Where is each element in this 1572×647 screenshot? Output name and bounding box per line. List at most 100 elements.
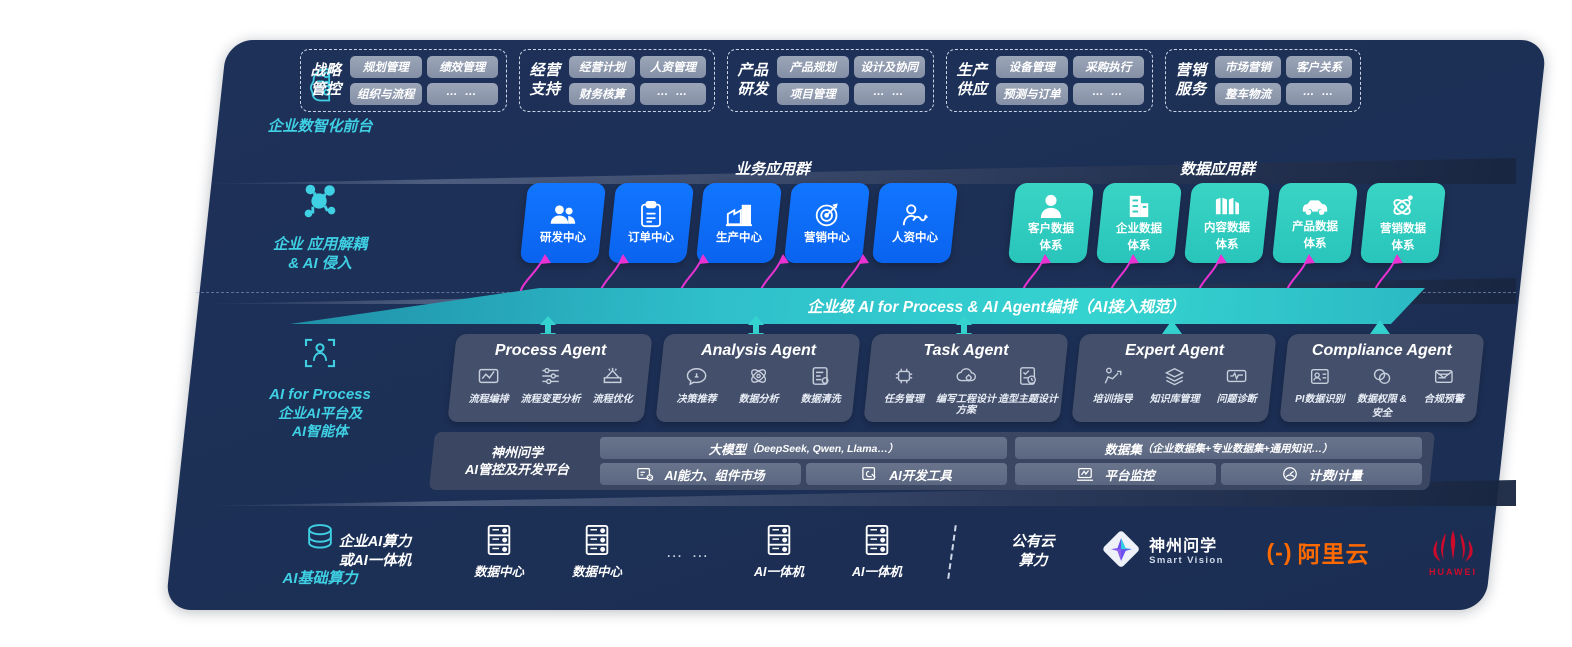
platform-right-column: 数据集 （企业数据集+专业数据集+通用知识…） 平台监控 计费/计量 (1015, 437, 1422, 485)
llm-bar[interactable]: 大模型 （DeepSeek, Qwen, Llama…） (600, 437, 1007, 459)
node-ai-appliance-1[interactable]: AI一体机 (730, 524, 828, 580)
enterprise-line2: 或AI一体机 (338, 553, 412, 569)
factory-icon (725, 202, 753, 228)
feature-label: 流程优化 (592, 394, 633, 405)
card-hr-center[interactable]: 人资中心 (871, 183, 959, 263)
agent-feature[interactable]: 决策推荐 (667, 366, 727, 405)
agent-feature[interactable]: 流程优化 (583, 366, 643, 405)
group-cell[interactable]: 市场营销 (1215, 55, 1281, 78)
speech-bulb-icon (686, 367, 708, 390)
group-cell-more[interactable]: … … (640, 82, 706, 105)
data-app-cards: 客户数据 体系 企业数据 体系 内容数据 体系 产品数据 体系 (1007, 183, 1447, 263)
agent-task[interactable]: Task Agent 任务管理 编写工程设计方案 造型主题设计 (863, 334, 1069, 422)
node-datacenter-2[interactable]: 数据中心 (548, 524, 646, 580)
group-cell[interactable]: 人资管理 (640, 55, 706, 78)
agent-feature[interactable]: 编写工程设计方案 (936, 366, 996, 416)
card-label-line1: 客户数据 (1028, 223, 1074, 235)
ai-platform-bar: 神州问学 AI管控及开发平台 大模型 （DeepSeek, Qwen, Llam… (428, 432, 1436, 490)
agent-feature[interactable]: 数据清洗 (791, 366, 851, 405)
feature-label: 合规预警 (1423, 394, 1464, 405)
card-production-center[interactable]: 生产中心 (695, 183, 783, 263)
card-content-data[interactable]: 内容数据 体系 (1183, 183, 1271, 263)
feature-label: 问题诊断 (1216, 394, 1257, 405)
group-cell[interactable]: 财务核算 (569, 82, 635, 105)
group-cell[interactable]: 规划管理 (350, 55, 422, 78)
group-cell[interactable]: 组织与流程 (350, 82, 422, 105)
card-order-center[interactable]: 订单中心 (607, 183, 695, 263)
group-cell-more[interactable]: … … (426, 82, 498, 105)
card-label-line1: 营销数据 (1380, 223, 1426, 235)
layers-icon (1164, 367, 1186, 390)
logo-label-en: Smart Vision (1149, 555, 1224, 566)
agent-name: Process Agent (494, 342, 607, 359)
agent-expert[interactable]: Expert Agent 培训指导 知识库管理 问题诊断 (1071, 334, 1277, 422)
agent-feature[interactable]: 培训指导 (1083, 366, 1143, 405)
group-cell-more[interactable]: … … (1072, 82, 1144, 105)
dataset-bar[interactable]: 数据集 （企业数据集+专业数据集+通用知识…） (1015, 437, 1422, 459)
platform-monitor[interactable]: 平台监控 (1015, 463, 1216, 485)
feature-label: 数据清洗 (800, 394, 841, 405)
group-title: 产品研发 (737, 62, 769, 98)
agent-feature[interactable]: PI数据识别 (1290, 366, 1350, 419)
group-cell[interactable]: 客户关系 (1286, 55, 1352, 78)
card-label-line1: 企业数据 (1116, 223, 1162, 235)
group-cell[interactable]: 绩效管理 (426, 55, 498, 78)
agent-feature[interactable]: 数据分析 (729, 366, 789, 405)
card-marketing-center[interactable]: 营销中心 (783, 183, 871, 263)
ai-dev-tool[interactable]: AI开发工具 (806, 463, 1007, 485)
node-label: AI一体机 (753, 565, 804, 579)
logo-alibaba-cloud[interactable]: (-) 阿里云 (1238, 535, 1398, 569)
feature-label: 培训指导 (1092, 394, 1133, 405)
group-cell[interactable]: 经营计划 (569, 55, 635, 78)
node-label: 数据中心 (571, 565, 622, 579)
atom-analysis-icon (748, 369, 770, 390)
group-cell[interactable]: 设备管理 (996, 55, 1068, 78)
node-datacenter-1[interactable]: 数据中心 (450, 524, 548, 580)
business-apps-heading: 业务应用群 (735, 161, 811, 178)
logo-huawei[interactable]: HUAWEI (1398, 528, 1508, 577)
group-cell[interactable]: 整车物流 (1215, 82, 1281, 105)
group-cell[interactable]: 预测与订单 (996, 82, 1068, 105)
agent-process[interactable]: Process Agent 流程编排 流程变更分析 流程优化 (447, 334, 653, 422)
agent-feature[interactable]: 数据权限 & 安全 (1352, 366, 1412, 419)
agent-feature[interactable]: 合规预警 (1414, 366, 1474, 419)
agent-feature[interactable]: 任务管理 (874, 366, 934, 416)
card-product-data[interactable]: 产品数据 体系 (1271, 183, 1359, 263)
feature-label: 知识库管理 (1149, 394, 1200, 405)
group-cell-more[interactable]: … … (853, 82, 925, 105)
card-customer-data[interactable]: 客户数据 体系 (1007, 183, 1095, 263)
atom-icon (1390, 193, 1416, 219)
agent-name: Analysis Agent (701, 342, 817, 359)
logo-label-cn: 神州问学 (1149, 538, 1218, 555)
group-cell[interactable]: 项目管理 (777, 82, 849, 105)
billing-metering[interactable]: 计费/计量 (1221, 463, 1422, 485)
card-enterprise-data[interactable]: 企业数据 体系 (1095, 183, 1183, 263)
node-ai-appliance-2[interactable]: AI一体机 (828, 524, 926, 580)
logo-label-en: HUAWEI (1429, 566, 1477, 577)
group-cell[interactable]: 产品规划 (777, 55, 849, 78)
agent-analysis[interactable]: Analysis Agent 决策推荐 数据分析 数据清洗 (655, 334, 861, 422)
ai-capability-market[interactable]: AI能力、组件市场 (600, 463, 801, 485)
database-icon (232, 518, 408, 563)
agent-feature[interactable]: 造型主题设计 (998, 366, 1058, 416)
feature-label: 流程变更分析 (520, 394, 581, 405)
rail-app-decoupling: 企业 应用解耦 & AI 侵入 (232, 178, 408, 273)
public-cloud-line1: 公有云 (1011, 534, 1055, 550)
agent-feature[interactable]: 知识库管理 (1145, 366, 1205, 405)
group-cell[interactable]: 设计及协同 (853, 55, 925, 78)
agent-compliance[interactable]: Compliance Agent PI数据识别 数据权限 & 安全 合规预警 (1279, 334, 1485, 422)
card-rnd-center[interactable]: 研发中心 (519, 183, 607, 263)
agent-feature[interactable]: 流程变更分析 (521, 366, 581, 405)
agent-feature[interactable]: 流程编排 (459, 366, 519, 405)
car-icon (1300, 195, 1330, 217)
group-title: 营销服务 (1175, 62, 1207, 98)
group-cell-more[interactable]: … … (1286, 82, 1352, 105)
logo-shenzhou-wenxue[interactable]: 神州问学 Smart Vision (1088, 530, 1238, 575)
agent-feature[interactable]: 问题诊断 (1207, 366, 1267, 405)
card-marketing-data[interactable]: 营销数据 体系 (1359, 183, 1447, 263)
platform-name-line2: AI管控及开发平台 (464, 462, 569, 477)
group-cell[interactable]: 采购执行 (1072, 55, 1144, 78)
agent-cards: Process Agent 流程编排 流程变更分析 流程优化 Analysis … (447, 334, 1485, 422)
agent-name: Task Agent (923, 342, 1009, 359)
